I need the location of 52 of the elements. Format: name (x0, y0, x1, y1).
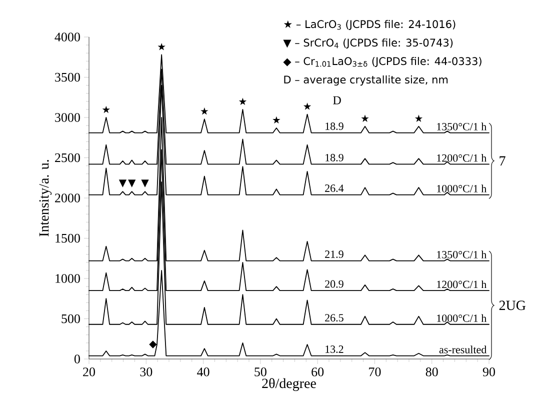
y-axis-title: Intensity/a. u. (39, 160, 52, 236)
x-tick-label: 60 (312, 368, 324, 376)
annotation: ★ (238, 98, 247, 106)
annotation: ▼ (128, 180, 136, 188)
y-tick-label: 2000 (55, 194, 80, 202)
annotation: 18.9 (326, 154, 344, 162)
series-label: 1000°C/1 h (437, 314, 486, 322)
series-label: 1350°C/1 h (437, 250, 486, 258)
annotation: ★ (102, 106, 110, 114)
series-label: 1200°C/1 h (437, 280, 486, 288)
annotation: ★ (303, 102, 312, 110)
annotation: ▼ (141, 180, 149, 188)
x-tick-label: 70 (369, 368, 381, 376)
y-tick-label: 0 (74, 354, 80, 364)
text: 2UG (499, 300, 526, 310)
x-tick-label: 80 (426, 368, 438, 376)
series-label: 1200°C/1 h (437, 154, 486, 162)
annotation: 18.9 (326, 122, 344, 130)
y-tick-label: 1000 (56, 274, 80, 283)
annotation: ◆ (149, 340, 157, 348)
text: ★ – LaCrO$_{3}$ (JCPDS file: 24-1016) (284, 20, 456, 30)
annotation: ★ (414, 114, 423, 122)
series-label: 1350°C/1 h (437, 122, 486, 130)
y-tick-label: 2500 (55, 153, 80, 162)
annotation: 21.9 (325, 250, 344, 258)
annotation: D (333, 96, 341, 104)
annotation: ★ (361, 114, 369, 122)
series-label: 1000°C/1 h (437, 184, 486, 192)
annotation: ★ (272, 116, 280, 124)
annotation: 13.2 (326, 346, 344, 353)
annotation: ◆ – Cr$_{1.01}$LaO$_{3±δ}$ (JCPDS file: 44-0333) (283, 56, 482, 68)
x-tick-label: 90 (482, 368, 496, 376)
y-tick-label: 4000 (54, 32, 80, 42)
y-tick-label: 1500 (56, 234, 80, 243)
annotation: 26.5 (325, 314, 344, 322)
annotation: 26.4 (325, 184, 344, 192)
x-tick-label: 20 (83, 368, 96, 376)
annotation: ▼ (118, 180, 127, 188)
x-axis-title: 2θ/degree (262, 378, 316, 391)
annotation: ★ (200, 107, 208, 115)
x-tick-label: 50 (254, 368, 266, 376)
series-label: as-resulted (439, 346, 487, 354)
y-tick-label: 500 (62, 314, 80, 324)
annotation: D – average crystallite size, nm (284, 75, 448, 86)
x-tick-label: 30 (140, 368, 152, 376)
y-tick-label: 3000 (55, 113, 80, 122)
y-tick-label: 3500 (55, 72, 80, 82)
text: 7 (500, 156, 506, 166)
annotation: 20.9 (325, 280, 344, 288)
x-tick-label: 40 (197, 368, 210, 376)
annotation: ▼ – SrCrO$_{4}$ (JCPDS file: 35-0743) (283, 38, 453, 49)
annotation: ★ (158, 43, 166, 50)
